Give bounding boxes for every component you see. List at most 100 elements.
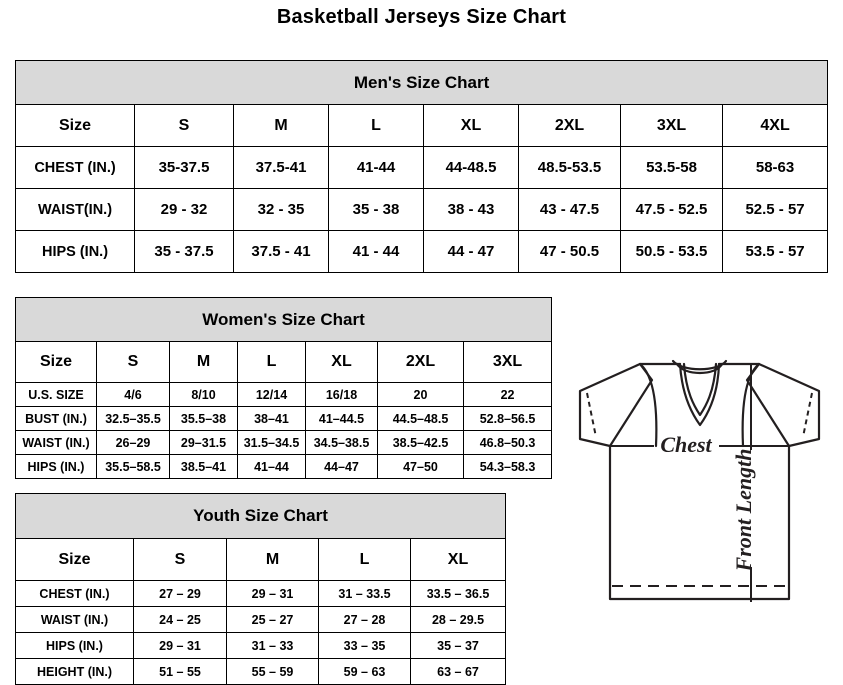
youth-waist-xl: 28 – 29.5 [409, 606, 507, 633]
womens-waist-m: 29–31.5 [169, 430, 238, 455]
youth-chart-title: Youth Size Chart [14, 493, 507, 539]
mens-row-label-hips: HIPS (IN.) [15, 230, 135, 273]
table-row: WAIST (IN.) 26–29 29–31.5 31.5–34.5 34.5… [15, 430, 553, 455]
table-row: BUST (IN.) 32.5–35.5 35.5–38 38–41 41–44… [15, 406, 553, 431]
youth-chest-m: 29 – 31 [226, 580, 319, 607]
womens-bust-m: 35.5–38 [169, 406, 238, 431]
mens-header-m: M [233, 104, 329, 147]
table-row: HIPS (IN.) 35 - 37.5 37.5 - 41 41 - 44 4… [15, 230, 829, 273]
youth-hips-l: 33 – 35 [318, 632, 411, 659]
youth-height-l: 59 – 63 [318, 658, 411, 685]
jersey-measurement-diagram: Chest Front Length [556, 352, 843, 662]
mens-chest-l: 41-44 [328, 146, 424, 189]
mens-chest-xl: 44-48.5 [423, 146, 519, 189]
mens-chest-m: 37.5-41 [233, 146, 329, 189]
table-row: HEIGHT (IN.) 51 – 55 55 – 59 59 – 63 63 … [15, 658, 507, 685]
womens-row-label-hips: HIPS (IN.) [15, 454, 97, 479]
right-sleeve-path [745, 362, 821, 448]
collar-band-top-path [671, 359, 728, 371]
womens-hips-xl: 44–47 [305, 454, 378, 479]
womens-bust-s: 32.5–35.5 [96, 406, 170, 431]
mens-header-l: L [328, 104, 424, 147]
youth-hips-s: 29 – 31 [133, 632, 227, 659]
womens-header-xl: XL [305, 341, 378, 383]
youth-waist-s: 24 – 25 [133, 606, 227, 633]
youth-waist-l: 27 – 28 [318, 606, 411, 633]
mens-hips-l: 41 - 44 [328, 230, 424, 273]
mens-header-s: S [134, 104, 234, 147]
womens-us-size-s: 4/6 [96, 382, 170, 407]
youth-header-m: M [226, 538, 319, 581]
mens-waist-2xl: 43 - 47.5 [518, 188, 621, 231]
womens-us-size-2xl: 20 [377, 382, 464, 407]
youth-height-s: 51 – 55 [133, 658, 227, 685]
womens-waist-s: 26–29 [96, 430, 170, 455]
mens-header-size: Size [15, 104, 135, 147]
table-row: WAIST(IN.) 29 - 32 32 - 35 35 - 38 38 - … [15, 188, 829, 231]
womens-hips-m: 38.5–41 [169, 454, 238, 479]
mens-waist-m: 32 - 35 [233, 188, 329, 231]
womens-header-m: M [169, 341, 238, 383]
mens-hips-4xl: 53.5 - 57 [721, 230, 829, 273]
mens-size-chart-table: Men's Size Chart Size S M L XL 2XL 3XL 4… [14, 60, 829, 273]
womens-hips-l: 41–44 [237, 454, 306, 479]
mens-header-xl: XL [423, 104, 519, 147]
right-shoulder-seam-path [741, 362, 761, 448]
womens-header-l: L [237, 341, 306, 383]
collar-outer-path [678, 362, 721, 427]
youth-chest-xl: 33.5 – 36.5 [409, 580, 507, 607]
womens-us-size-l: 12/14 [237, 382, 306, 407]
mens-hips-3xl: 50.5 - 53.5 [620, 230, 723, 273]
mens-header-3xl: 3XL [620, 104, 723, 147]
womens-hips-3xl: 54.3–58.3 [462, 454, 553, 479]
womens-header-2xl: 2XL [377, 341, 464, 383]
womens-us-size-m: 8/10 [169, 382, 238, 407]
table-row: U.S. SIZE 4/6 8/10 12/14 16/18 20 22 [15, 382, 553, 407]
mens-row-label-chest: CHEST (IN.) [15, 146, 135, 189]
youth-hips-xl: 35 – 37 [409, 632, 507, 659]
mens-hips-s: 35 - 37.5 [134, 230, 234, 273]
youth-height-m: 55 – 59 [226, 658, 319, 685]
mens-waist-s: 29 - 32 [134, 188, 234, 231]
jersey-body-path [608, 444, 791, 601]
left-sleeve-path [578, 362, 654, 448]
womens-row-label-us-size: U.S. SIZE [15, 382, 97, 407]
womens-row-label-waist: WAIST (IN.) [15, 430, 97, 455]
womens-hips-2xl: 47–50 [377, 454, 464, 479]
sleeve-hem-dashes-icon [586, 392, 813, 438]
mens-chest-2xl: 48.5-53.5 [518, 146, 621, 189]
right-sleeve-hem-dash [802, 392, 813, 438]
womens-header-size: Size [15, 341, 97, 383]
table-row: HIPS (IN.) 35.5–58.5 38.5–41 41–44 44–47… [15, 454, 553, 479]
womens-us-size-xl: 16/18 [305, 382, 378, 407]
left-sleeve-hem-dash [586, 392, 597, 438]
womens-bust-xl: 41–44.5 [305, 406, 378, 431]
mens-waist-l: 35 - 38 [328, 188, 424, 231]
youth-size-chart-table: Youth Size Chart Size S M L XL CHEST (IN… [14, 493, 507, 685]
mens-row-label-waist: WAIST(IN.) [15, 188, 135, 231]
mens-waist-4xl: 52.5 - 57 [721, 188, 829, 231]
womens-bust-l: 38–41 [237, 406, 306, 431]
table-row: CHEST (IN.) 35-37.5 37.5-41 41-44 44-48.… [15, 146, 829, 189]
mens-chart-title-row: Men's Size Chart [14, 60, 829, 105]
womens-waist-xl: 34.5–38.5 [305, 430, 378, 455]
youth-height-xl: 63 – 67 [409, 658, 507, 685]
womens-chart-title: Women's Size Chart [14, 297, 553, 342]
table-row: HIPS (IN.) 29 – 31 31 – 33 33 – 35 35 – … [15, 632, 507, 659]
youth-header-xl: XL [409, 538, 507, 581]
womens-bust-3xl: 52.8–56.5 [462, 406, 553, 431]
jersey-outline-icon [578, 359, 821, 601]
youth-chest-s: 27 – 29 [133, 580, 227, 607]
mens-header-row: Size S M L XL 2XL 3XL 4XL [15, 104, 829, 147]
womens-header-3xl: 3XL [462, 341, 553, 383]
left-shoulder-seam-path [638, 362, 658, 448]
womens-row-label-bust: BUST (IN.) [15, 406, 97, 431]
youth-row-label-hips: HIPS (IN.) [15, 632, 134, 659]
mens-hips-2xl: 47 - 50.5 [518, 230, 621, 273]
collar-middle-path [682, 362, 718, 417]
womens-waist-l: 31.5–34.5 [237, 430, 306, 455]
youth-waist-m: 25 – 27 [226, 606, 319, 633]
womens-hips-s: 35.5–58.5 [96, 454, 170, 479]
mens-chest-4xl: 58-63 [721, 146, 829, 189]
womens-chart-title-row: Women's Size Chart [14, 297, 553, 342]
